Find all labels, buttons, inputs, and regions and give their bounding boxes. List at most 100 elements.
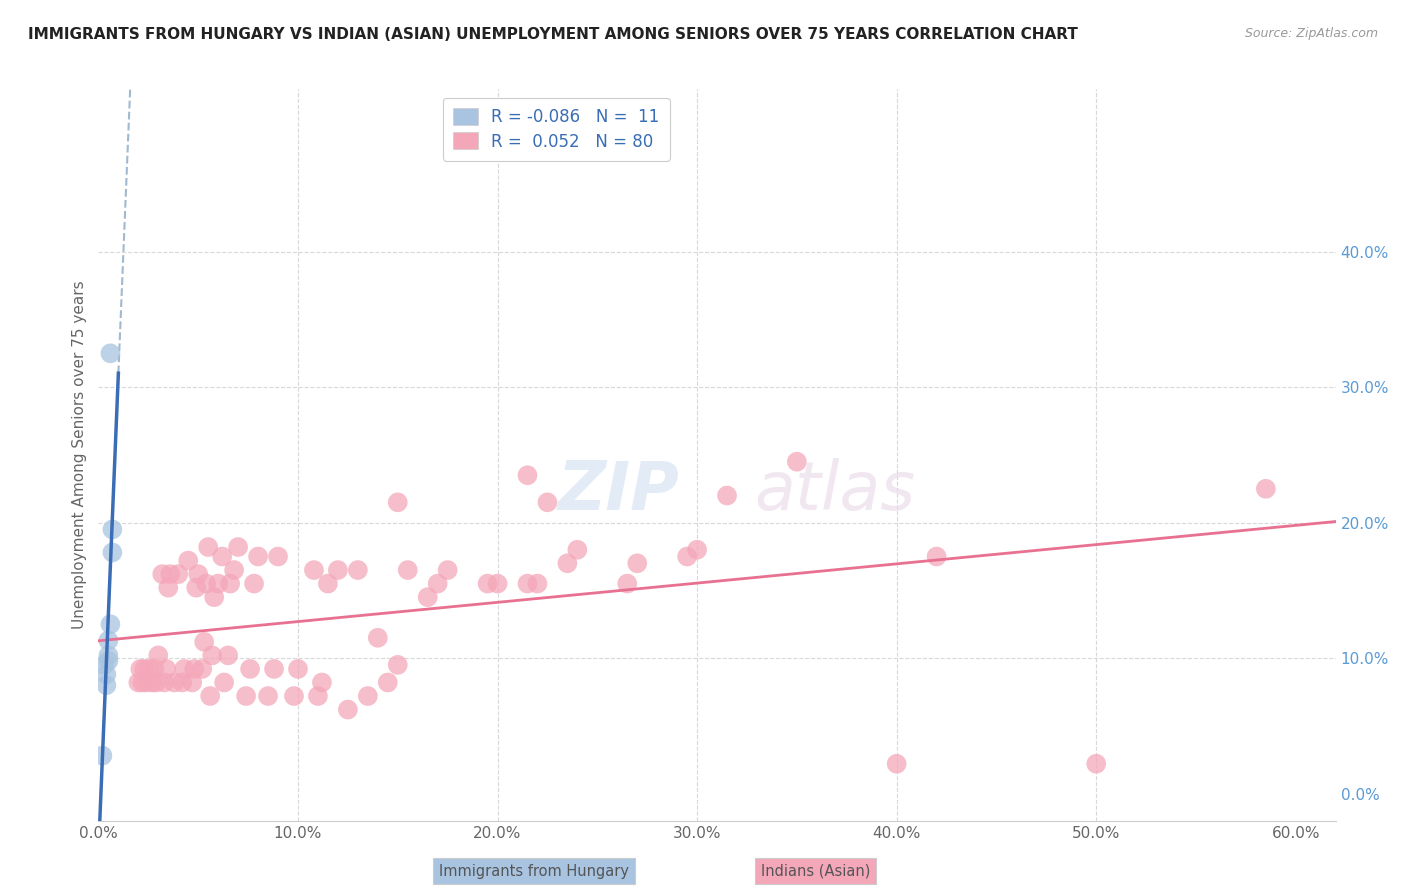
Point xyxy=(198,689,221,703)
Point xyxy=(181,675,204,690)
Point xyxy=(263,662,285,676)
Point xyxy=(357,689,380,703)
Point xyxy=(235,689,257,703)
Point xyxy=(436,563,458,577)
Point xyxy=(148,648,170,663)
Point xyxy=(311,675,333,690)
Point xyxy=(676,549,699,564)
Point xyxy=(557,556,579,570)
Text: Indians (Asian): Indians (Asian) xyxy=(761,863,870,879)
Point xyxy=(316,576,339,591)
Point xyxy=(187,567,209,582)
Point xyxy=(135,675,157,690)
Point xyxy=(173,662,195,676)
Point xyxy=(925,549,948,564)
Point xyxy=(302,563,325,577)
Point xyxy=(211,549,233,564)
Legend: R = -0.086   N =  11, R =  0.052   N = 80: R = -0.086 N = 11, R = 0.052 N = 80 xyxy=(443,97,669,161)
Point xyxy=(183,662,205,676)
Point xyxy=(287,662,309,676)
Point xyxy=(155,662,177,676)
Point xyxy=(226,540,249,554)
Point xyxy=(387,657,409,672)
Point xyxy=(101,523,124,537)
Point xyxy=(283,689,305,703)
Point xyxy=(686,542,709,557)
Point xyxy=(143,662,166,676)
Point xyxy=(97,648,120,663)
Point xyxy=(219,576,242,591)
Point xyxy=(247,549,270,564)
Point xyxy=(96,667,118,681)
Point xyxy=(516,576,538,591)
Point xyxy=(367,631,389,645)
Point xyxy=(217,648,239,663)
Point xyxy=(239,662,262,676)
Point xyxy=(131,675,153,690)
Point xyxy=(516,468,538,483)
Point xyxy=(486,576,509,591)
Point xyxy=(416,590,439,604)
Point xyxy=(197,540,219,554)
Point xyxy=(396,563,419,577)
Point xyxy=(195,576,218,591)
Text: Source: ZipAtlas.com: Source: ZipAtlas.com xyxy=(1244,27,1378,40)
Point xyxy=(150,567,173,582)
Point xyxy=(243,576,266,591)
Point xyxy=(336,702,359,716)
Y-axis label: Unemployment Among Seniors over 75 years: Unemployment Among Seniors over 75 years xyxy=(72,281,87,629)
Point xyxy=(159,567,181,582)
Point xyxy=(326,563,349,577)
Point xyxy=(141,675,163,690)
Point xyxy=(127,675,149,690)
Point xyxy=(536,495,558,509)
Point xyxy=(626,556,648,570)
Point xyxy=(96,678,118,692)
Point xyxy=(224,563,246,577)
Point xyxy=(91,748,114,763)
Point xyxy=(477,576,499,591)
Point xyxy=(212,675,235,690)
Point xyxy=(207,576,229,591)
Point xyxy=(191,662,214,676)
Point xyxy=(387,495,409,509)
Point xyxy=(347,563,370,577)
Point xyxy=(100,346,122,360)
Point xyxy=(201,648,224,663)
Point xyxy=(145,675,167,690)
Point xyxy=(377,675,399,690)
Point xyxy=(129,662,152,676)
Point xyxy=(167,567,190,582)
Text: atlas: atlas xyxy=(754,458,915,524)
Point xyxy=(616,576,638,591)
Point xyxy=(257,689,280,703)
Text: IMMIGRANTS FROM HUNGARY VS INDIAN (ASIAN) UNEMPLOYMENT AMONG SENIORS OVER 75 YEA: IMMIGRANTS FROM HUNGARY VS INDIAN (ASIAN… xyxy=(28,27,1078,42)
Point xyxy=(193,635,215,649)
Point xyxy=(93,657,115,672)
Point xyxy=(267,549,290,564)
Point xyxy=(786,455,808,469)
Point xyxy=(97,633,120,648)
Point xyxy=(163,675,186,690)
Point xyxy=(136,662,159,676)
Point xyxy=(157,581,180,595)
Point xyxy=(100,617,122,632)
Point xyxy=(172,675,194,690)
Point xyxy=(177,553,200,567)
Point xyxy=(886,756,908,771)
Text: Immigrants from Hungary: Immigrants from Hungary xyxy=(439,863,630,879)
Point xyxy=(186,581,208,595)
Point xyxy=(426,576,449,591)
Point xyxy=(202,590,225,604)
Point xyxy=(1085,756,1108,771)
Text: ZIP: ZIP xyxy=(558,458,681,524)
Point xyxy=(716,489,738,503)
Point xyxy=(97,654,120,668)
Point xyxy=(1254,482,1277,496)
Point xyxy=(567,542,589,557)
Point xyxy=(153,675,176,690)
Point xyxy=(134,662,156,676)
Point xyxy=(307,689,329,703)
Point xyxy=(526,576,548,591)
Point xyxy=(101,545,124,559)
